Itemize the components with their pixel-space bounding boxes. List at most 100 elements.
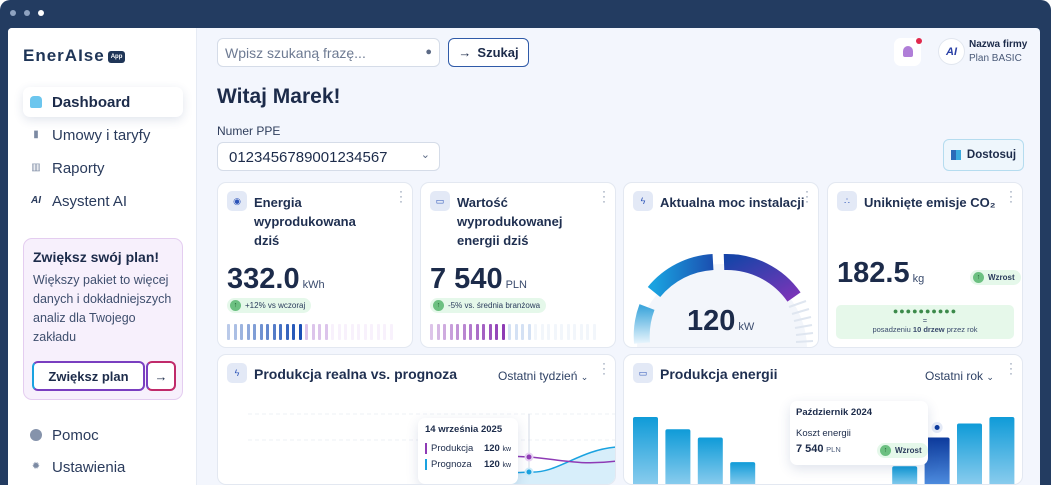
- ppe-select[interactable]: 0123456789001234567 ⌄: [217, 142, 440, 171]
- avatar[interactable]: AI: [938, 38, 965, 65]
- more-menu-icon[interactable]: · · ·: [602, 184, 606, 208]
- range-dropdown[interactable]: Ostatni tydzień ⌄: [498, 369, 588, 383]
- progress-bar-segment: [324, 324, 328, 340]
- unit: kW: [738, 321, 755, 333]
- equals-sign: =: [922, 316, 928, 325]
- progress-bar-segment: [383, 324, 386, 340]
- progress-bar-segment: [337, 324, 341, 340]
- card-title: Energia wyprodukowana dziś: [254, 195, 356, 248]
- energy-value: 332.0 kWh: [227, 263, 325, 296]
- home-icon: [30, 96, 42, 108]
- progress-bar-segment: [527, 324, 531, 340]
- help-icon: [30, 429, 42, 441]
- progress-bar-segment: [573, 324, 576, 340]
- co2-value: 182.5 kg: [837, 257, 924, 290]
- notifications-button[interactable]: [894, 38, 922, 66]
- customize-button[interactable]: Dostosuj: [943, 139, 1024, 171]
- sidebar-item-umowy[interactable]: ▮ Umowy i taryfy: [23, 120, 183, 150]
- bar[interactable]: [957, 423, 982, 485]
- lightning-icon: ϟ: [227, 363, 247, 383]
- progress-bar-segment: [331, 324, 334, 340]
- sidebar-item-asystent-ai[interactable]: AI Asystent AI: [23, 186, 183, 216]
- progress-bar-segment: [240, 324, 243, 340]
- gauge-segment: [633, 304, 655, 344]
- more-menu-icon[interactable]: · · ·: [399, 184, 403, 208]
- search-input[interactable]: Wpisz szukaną frazę... ●: [217, 38, 440, 67]
- power-gauge: [633, 253, 814, 347]
- card-title: Produkcja energii: [660, 366, 778, 382]
- trees-equivalent: ●●●●●●●●●● = posadzeniu 10 drzew przez r…: [836, 305, 1014, 339]
- gauge-segment: [647, 254, 714, 298]
- more-menu-icon[interactable]: · · ·: [602, 356, 606, 380]
- energy-progress-bars: [227, 324, 393, 340]
- row-value: 120: [483, 459, 500, 470]
- progress-bar-segment: [553, 324, 557, 340]
- progress-bar-segment: [488, 324, 492, 340]
- sidebar: EnerAIse App Dashboard ▮ Umowy i taryfy ▥ R…: [8, 28, 197, 485]
- tooltip-month: Październik 2024: [796, 407, 873, 418]
- logo-badge: App: [107, 50, 126, 63]
- progress-bar-segment: [475, 324, 479, 340]
- progress-bar-segment: [534, 324, 537, 340]
- upgrade-plan-button[interactable]: Zwiększ plan: [32, 361, 145, 391]
- trend-badge: Wzrost: [970, 270, 1021, 285]
- tooltip-date: 14 września 2025: [425, 424, 503, 435]
- more-menu-icon[interactable]: · · ·: [805, 184, 809, 208]
- chevron-down-icon: ⌄: [580, 372, 589, 382]
- progress-bar-segment: [298, 324, 302, 340]
- progress-bar-segment: [579, 324, 583, 340]
- sidebar-item-label: Pomoc: [52, 426, 99, 444]
- range-dropdown[interactable]: Ostatni rok ⌄: [925, 369, 994, 383]
- production-chart: [633, 417, 1015, 485]
- bar-marker: [931, 422, 943, 433]
- unit: PLN: [826, 445, 841, 454]
- sidebar-item-pomoc[interactable]: Pomoc: [23, 420, 183, 450]
- progress-bar-segment: [592, 324, 596, 340]
- trend-badge: -5% vs. średnia branżowa: [430, 298, 547, 313]
- window-dot: [10, 10, 16, 16]
- company-name: Nazwa firmy: [969, 39, 1028, 50]
- bar[interactable]: [924, 437, 950, 485]
- progress-bar-segment: [540, 324, 544, 340]
- upgrade-arrow-button[interactable]: →: [146, 361, 176, 391]
- plan-name: Plan BASIC: [969, 53, 1022, 64]
- logo-text: EnerAIse: [23, 46, 105, 65]
- value: 332.0: [227, 263, 300, 295]
- co2-card: ∴ Uniknięte emisje CO₂ ··· 182.5kg Wzros…: [827, 182, 1023, 348]
- more-menu-icon[interactable]: · · ·: [1009, 184, 1013, 208]
- sidebar-item-raporty[interactable]: ▥ Raporty: [23, 153, 183, 183]
- more-menu-icon[interactable]: · · ·: [1009, 356, 1013, 380]
- trend-badge: +12% vs wczoraj: [227, 298, 312, 313]
- bar[interactable]: [697, 437, 723, 485]
- bar[interactable]: [892, 466, 918, 485]
- progress-bar-segment: [318, 324, 321, 340]
- app-window: EnerAIse App Dashboard ▮ Umowy i taryfy ▥ R…: [8, 28, 1040, 485]
- bar[interactable]: [633, 417, 658, 485]
- bar[interactable]: [730, 462, 756, 485]
- row-label: Produkcja: [431, 443, 474, 454]
- power-value: 120 kW: [687, 305, 754, 338]
- money-icon: ▭: [633, 363, 653, 383]
- value: 182.5: [837, 257, 910, 289]
- progress-bar-segment: [363, 324, 367, 340]
- row-unit: kw: [502, 462, 511, 469]
- sidebar-item-label: Dashboard: [52, 93, 131, 111]
- trees-text: posadzeniu 10 drzew przez rok: [836, 325, 1014, 334]
- lightning-icon: ϟ: [633, 191, 653, 211]
- progress-bar-segment: [266, 324, 269, 340]
- progress-bar-segment: [227, 324, 230, 340]
- bar[interactable]: [989, 417, 1015, 485]
- progress-bar-segment: [456, 324, 459, 340]
- sidebar-item-ustawienia[interactable]: ✹ Ustawienia: [23, 452, 183, 482]
- bar[interactable]: [665, 429, 691, 485]
- upgrade-promo: Zwiększ swój plan! Większy pakiet to wię…: [23, 238, 183, 400]
- arrow-right-icon: →: [458, 45, 472, 60]
- search-button[interactable]: → Szukaj: [448, 38, 529, 67]
- progress-bar-segment: [311, 324, 315, 340]
- range-label: Ostatni rok: [925, 369, 984, 383]
- sidebar-item-dashboard[interactable]: Dashboard: [23, 87, 183, 117]
- production-tooltip: Październik 2024 Koszt energii 7 540 PLN…: [790, 401, 928, 465]
- bell-icon: [903, 46, 913, 57]
- trees-pre: posadzeniu: [872, 325, 911, 334]
